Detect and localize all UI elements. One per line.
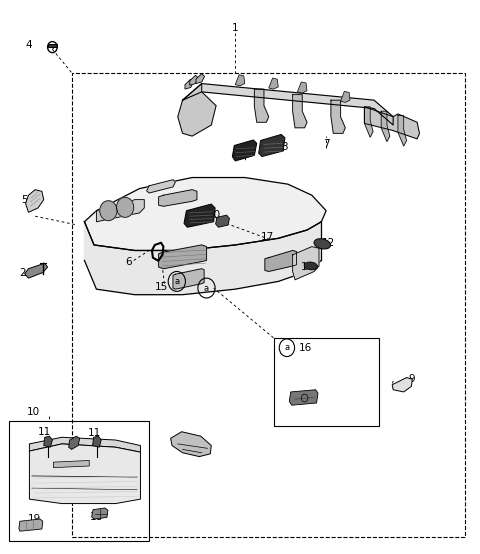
Polygon shape xyxy=(96,199,144,222)
Polygon shape xyxy=(170,432,211,456)
Polygon shape xyxy=(340,91,350,102)
Polygon shape xyxy=(178,84,216,136)
Polygon shape xyxy=(173,269,204,289)
Polygon shape xyxy=(381,111,390,142)
Circle shape xyxy=(100,201,117,220)
Text: 12: 12 xyxy=(322,238,335,248)
Text: 7: 7 xyxy=(323,140,329,150)
Text: 3: 3 xyxy=(281,142,288,152)
Polygon shape xyxy=(293,247,319,280)
Circle shape xyxy=(117,197,134,217)
Text: a: a xyxy=(174,277,180,286)
Polygon shape xyxy=(364,107,420,139)
Polygon shape xyxy=(158,245,206,269)
Polygon shape xyxy=(29,437,141,452)
Text: 11: 11 xyxy=(38,427,51,437)
Text: 14: 14 xyxy=(300,262,313,272)
Polygon shape xyxy=(196,74,204,84)
Text: 8: 8 xyxy=(186,435,193,445)
Polygon shape xyxy=(185,79,193,89)
Text: 21: 21 xyxy=(236,147,249,157)
Polygon shape xyxy=(216,215,229,227)
Polygon shape xyxy=(147,179,175,193)
Polygon shape xyxy=(158,189,197,206)
Polygon shape xyxy=(398,116,407,146)
Polygon shape xyxy=(182,84,393,125)
Polygon shape xyxy=(269,78,278,89)
Text: 10: 10 xyxy=(27,407,40,417)
Polygon shape xyxy=(235,75,245,86)
Polygon shape xyxy=(53,460,89,468)
Polygon shape xyxy=(44,436,52,447)
Text: 13: 13 xyxy=(66,440,79,450)
Text: 17: 17 xyxy=(261,232,275,242)
Text: 1: 1 xyxy=(232,23,239,33)
Ellipse shape xyxy=(314,239,331,249)
Polygon shape xyxy=(19,519,43,531)
Polygon shape xyxy=(298,82,307,93)
Polygon shape xyxy=(92,508,108,519)
Polygon shape xyxy=(184,204,215,227)
Text: 9: 9 xyxy=(408,374,415,384)
Text: 5: 5 xyxy=(21,194,28,204)
Ellipse shape xyxy=(304,262,317,270)
Polygon shape xyxy=(254,89,269,122)
Polygon shape xyxy=(392,378,412,392)
Polygon shape xyxy=(93,436,101,447)
Polygon shape xyxy=(364,107,373,137)
Polygon shape xyxy=(331,100,345,134)
Polygon shape xyxy=(232,140,257,161)
Text: a: a xyxy=(284,343,289,352)
Polygon shape xyxy=(25,189,44,212)
Text: 4: 4 xyxy=(25,40,32,50)
Polygon shape xyxy=(289,389,318,405)
Polygon shape xyxy=(24,263,48,278)
Polygon shape xyxy=(69,436,80,449)
Polygon shape xyxy=(48,44,57,47)
Text: 16: 16 xyxy=(299,343,312,353)
Text: 15: 15 xyxy=(155,282,168,292)
Text: 11: 11 xyxy=(88,428,101,438)
Polygon shape xyxy=(84,222,322,295)
Text: 18: 18 xyxy=(90,512,103,522)
Polygon shape xyxy=(190,75,198,85)
Text: a: a xyxy=(204,284,209,293)
Polygon shape xyxy=(259,135,285,157)
Polygon shape xyxy=(293,95,307,128)
Text: 19: 19 xyxy=(27,514,41,524)
Polygon shape xyxy=(29,444,141,504)
Polygon shape xyxy=(84,177,326,250)
Text: 20: 20 xyxy=(207,210,220,220)
Text: 2: 2 xyxy=(19,268,26,278)
Text: 6: 6 xyxy=(126,257,132,266)
Polygon shape xyxy=(265,250,297,271)
